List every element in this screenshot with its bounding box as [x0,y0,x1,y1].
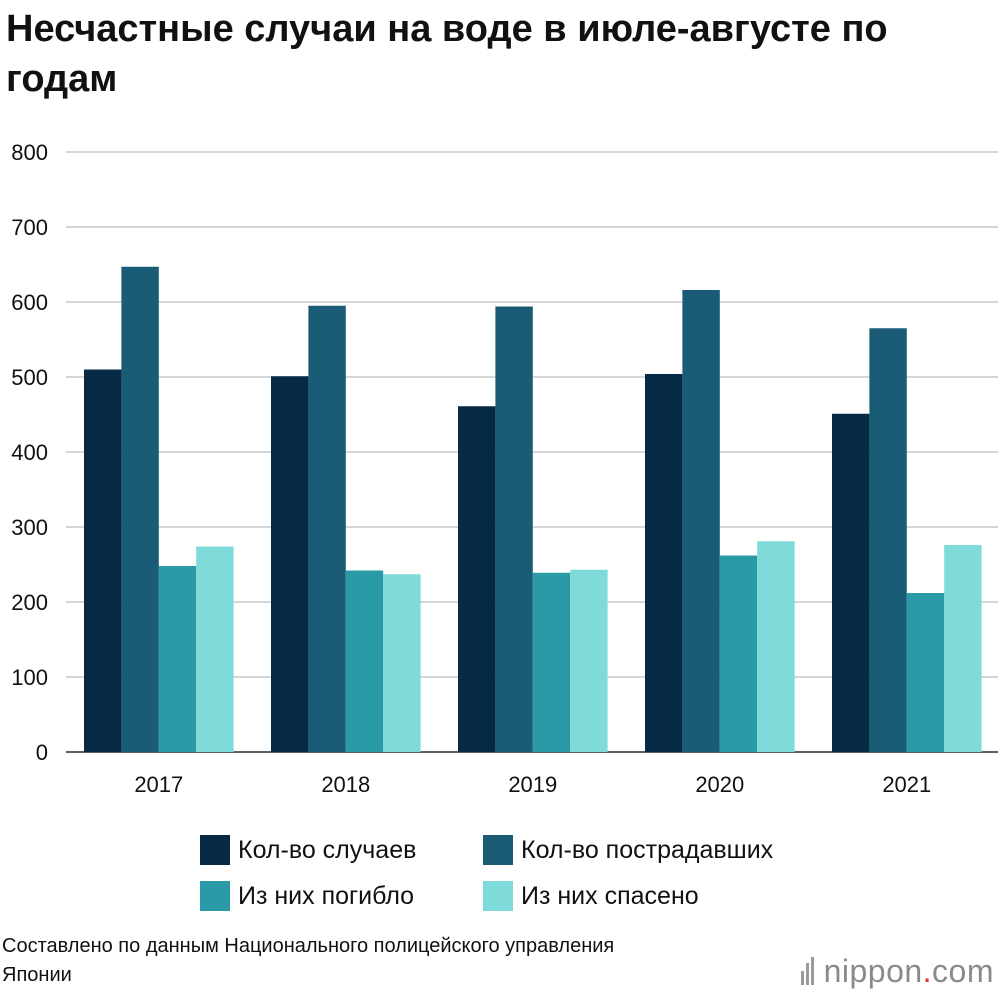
x-tick-label: 2020 [695,772,744,797]
bar [906,593,945,752]
bar [944,545,982,752]
legend-label: Из них погибло [238,881,415,910]
y-tick-label: 400 [11,440,48,465]
bar [345,570,384,752]
bar [869,328,907,752]
legend-swatch [200,835,230,865]
logo-dot: . [922,952,933,989]
bar [719,555,758,752]
x-axis-ticks: 2017 2018 2019 2020 2021 [134,772,931,797]
bar [570,569,608,752]
y-tick-label: 0 [36,740,48,765]
legend-label: Кол-во пострадавших [521,835,774,864]
y-tick-label: 700 [11,215,48,240]
bar [832,413,870,752]
x-tick-label: 2017 [134,772,183,797]
legend: Кол-во случаев Кол-во пострадавших Из ни… [200,832,880,914]
source-note: Составлено по данным Национального полиц… [2,935,615,986]
x-tick-label: 2019 [508,772,557,797]
bar [682,290,720,752]
bar [271,376,309,752]
y-tick-label: 500 [11,365,48,390]
x-tick-label: 2018 [321,772,370,797]
bar [458,406,496,752]
chart-title: Несчастные случаи на воде в июле-августе… [6,8,888,100]
bar [121,266,159,752]
logo-tld: com [932,952,994,989]
bar [383,574,421,752]
legend-item-victims: Кол-во пострадавших [483,832,843,868]
y-tick-label: 800 [11,140,48,165]
y-tick-label: 300 [11,515,48,540]
bar [308,305,346,752]
y-tick-label: 600 [11,290,48,315]
bar [196,546,234,752]
legend-swatch [483,881,513,911]
bar [84,369,122,752]
bars [84,266,982,752]
nippon-logo: nippon.com [800,953,994,990]
bar [645,374,683,752]
y-tick-label: 100 [11,665,48,690]
bar [757,541,795,752]
legend-swatch [483,835,513,865]
logo-bars-icon [800,957,816,985]
legend-swatch [200,881,230,911]
y-tick-label: 200 [11,590,48,615]
bar [532,572,571,752]
legend-item-cases: Кол-во случаев [200,832,483,868]
legend-label: Кол-во случаев [238,835,417,864]
bar [158,566,197,752]
legend-label: Из них спасено [521,881,699,910]
logo-text: nippon.com [824,953,994,990]
legend-item-rescued: Из них спасено [483,878,843,914]
bar [495,306,533,752]
x-tick-label: 2021 [882,772,931,797]
y-axis-ticks: 0 100 200 300 400 500 600 700 800 [11,140,48,765]
logo-brand: nippon [823,952,923,989]
legend-item-died: Из них погибло [200,878,483,914]
